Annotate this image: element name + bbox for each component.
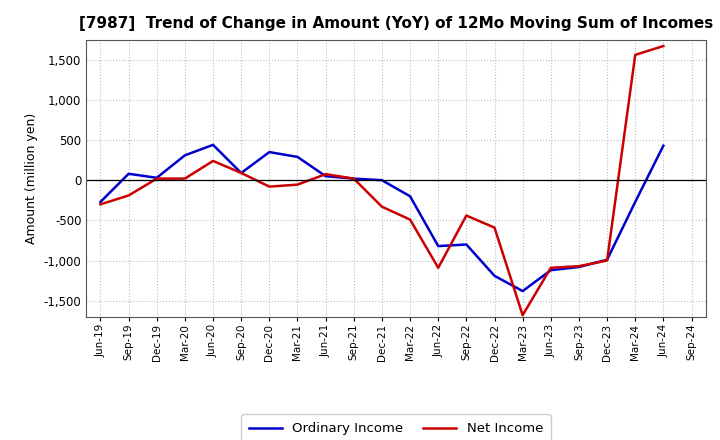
Net Income [209,158,217,164]
Ordinary Income [181,153,189,158]
Ordinary Income [546,268,555,273]
Ordinary Income [575,264,583,270]
Ordinary Income [462,242,471,247]
Net Income [377,204,386,209]
Net Income [181,176,189,181]
Ordinary Income [321,173,330,179]
Net Income [490,225,499,230]
Ordinary Income [96,199,105,205]
Ordinary Income [153,175,161,180]
Net Income [153,176,161,181]
Net Income [293,182,302,187]
Ordinary Income [377,178,386,183]
Net Income [518,312,527,318]
Ordinary Income [406,194,415,199]
Net Income [265,184,274,189]
Net Income [603,258,611,263]
Ordinary Income [125,171,133,176]
Net Income [125,193,133,198]
Ordinary Income [490,273,499,279]
Line: Ordinary Income: Ordinary Income [101,145,663,291]
Net Income [406,217,415,222]
Ordinary Income [434,243,443,249]
Title: [7987]  Trend of Change in Amount (YoY) of 12Mo Moving Sum of Incomes: [7987] Trend of Change in Amount (YoY) o… [79,16,713,32]
Ordinary Income [659,143,667,148]
Net Income [546,265,555,271]
Ordinary Income [349,176,358,181]
Net Income [96,202,105,207]
Legend: Ordinary Income, Net Income: Ordinary Income, Net Income [241,414,551,440]
Ordinary Income [518,289,527,294]
Net Income [462,213,471,218]
Ordinary Income [603,257,611,262]
Ordinary Income [209,142,217,147]
Net Income [575,264,583,269]
Line: Net Income: Net Income [101,46,663,315]
Net Income [237,170,246,176]
Net Income [349,176,358,181]
Ordinary Income [293,154,302,160]
Y-axis label: Amount (million yen): Amount (million yen) [25,113,38,244]
Ordinary Income [265,150,274,155]
Ordinary Income [631,199,639,205]
Ordinary Income [237,170,246,176]
Net Income [659,44,667,49]
Net Income [631,52,639,58]
Net Income [434,265,443,271]
Net Income [321,172,330,177]
